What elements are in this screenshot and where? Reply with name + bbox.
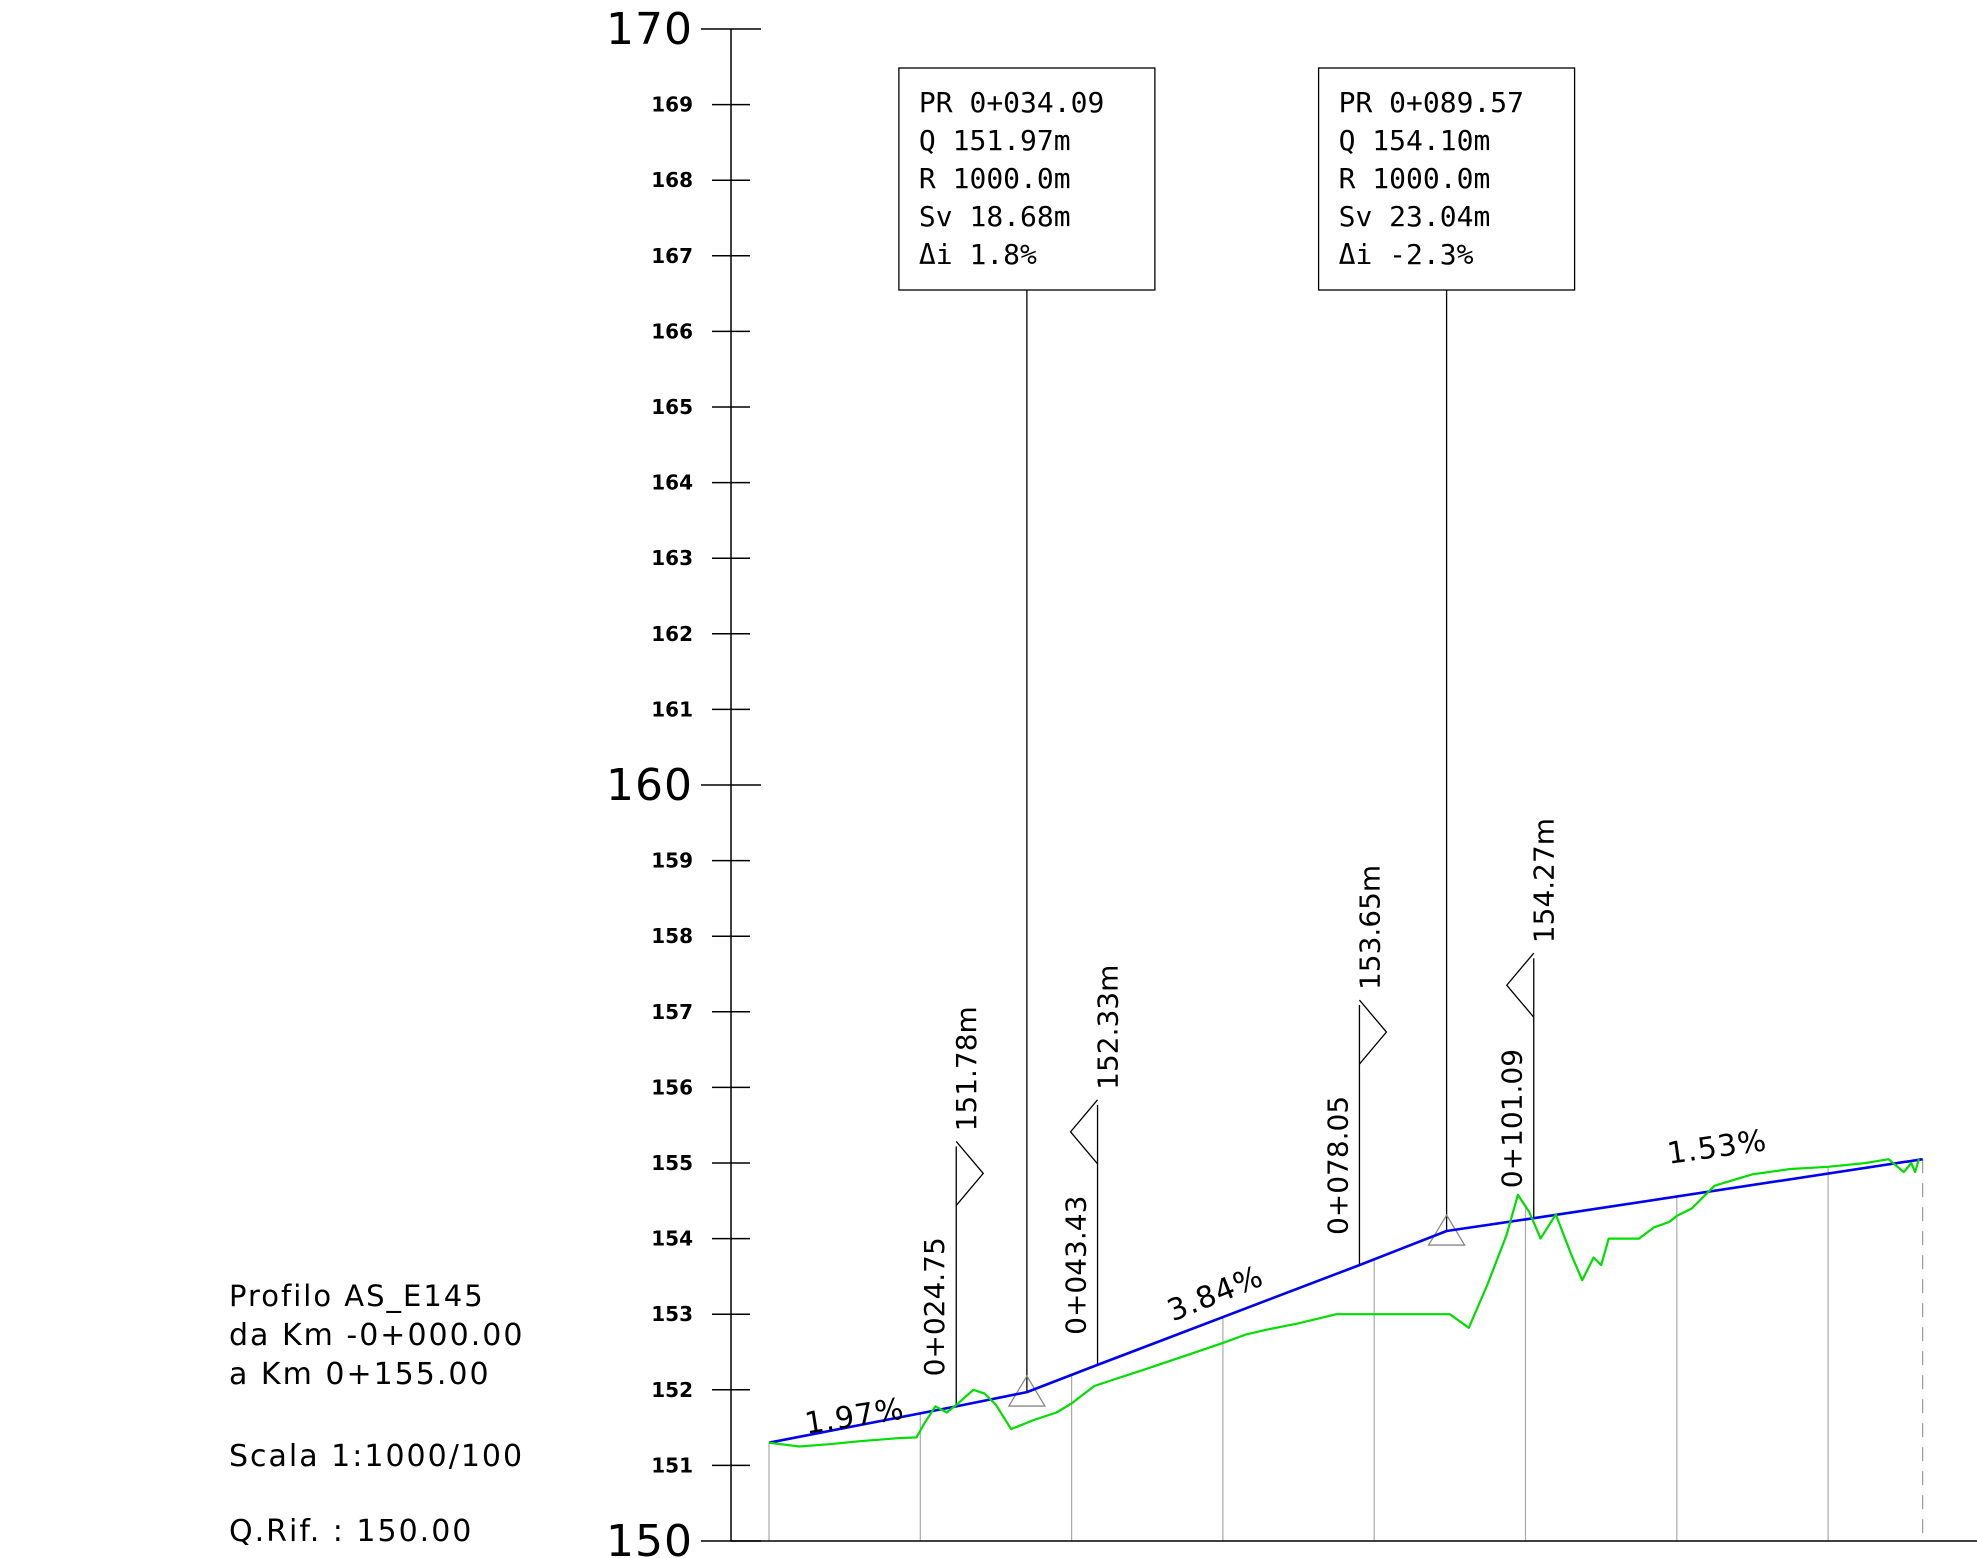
marker-station-label: 0+024.75 bbox=[918, 1237, 951, 1376]
y-minor-tick-label: 158 bbox=[651, 924, 693, 948]
curve-info-r: R 1000.0m bbox=[919, 162, 1071, 195]
profile-title: Profilo AS_E145 bbox=[229, 1279, 485, 1313]
y-axis: 150 160 170 151 152 153 154 155 156 157 158 159 161 1… bbox=[606, 4, 1977, 1558]
profile-info-block: Profilo AS_E145 da Km -0+000.00 a Km 0+1… bbox=[229, 1279, 524, 1549]
marker-elevation-label: 154.27m bbox=[1528, 818, 1561, 943]
y-minor-tick-label: 157 bbox=[651, 1000, 693, 1024]
y-minor-tick-label: 167 bbox=[651, 244, 693, 268]
y-major-tick-label: 160 bbox=[606, 760, 693, 811]
marker-elevation-label: 152.33m bbox=[1092, 965, 1125, 1090]
y-minor-tick-label: 159 bbox=[651, 849, 693, 873]
marker-station-label: 0+078.05 bbox=[1321, 1096, 1354, 1235]
profile-scale: Scala 1:1000/100 bbox=[229, 1439, 524, 1474]
y-major-tick-label: 170 bbox=[606, 4, 693, 55]
y-minor-tick-label: 152 bbox=[651, 1378, 693, 1402]
marker-station-label: 0+101.09 bbox=[1496, 1049, 1529, 1188]
marker-station-label: 0+043.43 bbox=[1060, 1196, 1093, 1335]
marker-flag bbox=[1505, 952, 1535, 1018]
curve-info-box bbox=[1317, 67, 1576, 291]
y-minor-tick-label: 161 bbox=[651, 697, 693, 721]
y-minor-tick-label: 165 bbox=[651, 395, 693, 419]
curve-info-q: Q 154.10m bbox=[1339, 124, 1491, 157]
y-minor-tick-label: 153 bbox=[651, 1302, 693, 1326]
y-minor-tick-label: 162 bbox=[651, 622, 693, 646]
y-major-tick-label: 150 bbox=[606, 1516, 693, 1558]
y-minor-tick-label: 155 bbox=[651, 1151, 693, 1175]
profile-to: a Km 0+155.00 bbox=[229, 1357, 491, 1392]
y-minor-tick-label: 166 bbox=[651, 319, 693, 343]
marker-flag bbox=[955, 1141, 985, 1206]
y-minor-tick-label: 156 bbox=[651, 1075, 693, 1099]
y-minor-tick-label: 164 bbox=[651, 471, 693, 495]
marker-flag bbox=[1069, 1099, 1099, 1165]
profile-ref: Q.Rif. : 150.00 bbox=[229, 1514, 473, 1549]
vertical-curve-boxes: PR 0+034.09 Q 151.97m R 1000.0m Sv 18.68m Δi… bbox=[898, 67, 1576, 1407]
curve-info-q: Q 151.97m bbox=[919, 124, 1071, 157]
curve-info-di: Δi -2.3% bbox=[1339, 238, 1474, 271]
curve-info-sv: Sv 18.68m bbox=[919, 200, 1071, 233]
marker-flag bbox=[1358, 999, 1388, 1065]
profile-from: da Km -0+000.00 bbox=[229, 1318, 524, 1353]
y-minor-tick-label: 168 bbox=[651, 168, 693, 192]
marker-elevation-label: 151.78m bbox=[950, 1006, 983, 1131]
series-line-design bbox=[768, 1157, 1923, 1444]
curve-info-pr: PR 0+034.09 bbox=[919, 86, 1104, 119]
y-minor-tick-label: 154 bbox=[651, 1227, 693, 1251]
y-minor-tick-label: 151 bbox=[651, 1453, 693, 1477]
curve-info-sv: Sv 23.04m bbox=[1339, 200, 1491, 233]
curve-info-pr: PR 0+089.57 bbox=[1339, 86, 1524, 119]
pi-triangle bbox=[1007, 1374, 1047, 1407]
series-line-terrain bbox=[768, 1158, 1920, 1448]
series-lines bbox=[768, 1157, 1923, 1448]
y-minor-tick-label: 169 bbox=[651, 93, 693, 117]
curve-info-di: Δi 1.8% bbox=[919, 238, 1037, 271]
tangent-markers: 0+024.75 151.78m 0+043.43 152.33m 0+078.05 15… bbox=[918, 818, 1561, 1407]
grade-label: 1.53% bbox=[1665, 1123, 1769, 1172]
curve-info-r: R 1000.0m bbox=[1339, 162, 1491, 195]
marker-elevation-label: 153.65m bbox=[1353, 865, 1386, 990]
y-minor-tick-label: 163 bbox=[651, 546, 693, 570]
grade-label: 1.97% bbox=[802, 1392, 907, 1442]
curve-info-box bbox=[898, 67, 1156, 291]
